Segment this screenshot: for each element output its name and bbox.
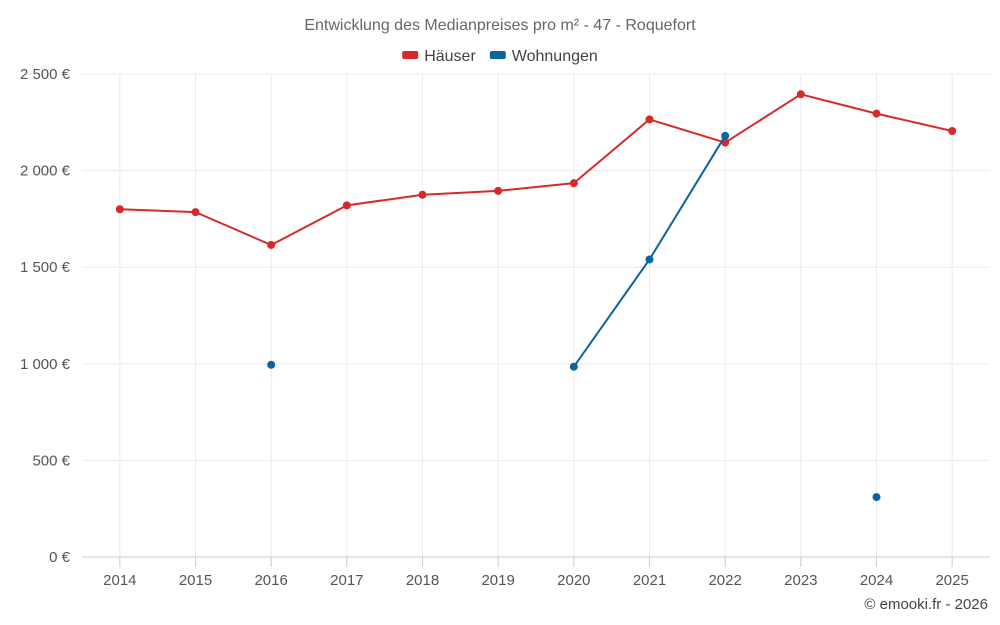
data-point xyxy=(796,90,805,99)
y-tick-label: 2 000 € xyxy=(20,163,71,180)
series-line-segment xyxy=(724,93,802,144)
x-tick-label: 2025 xyxy=(935,572,968,589)
data-point xyxy=(872,493,881,502)
data-point xyxy=(569,179,578,188)
x-tick-label: 2024 xyxy=(860,572,893,589)
y-tick-label: 0 € xyxy=(49,549,71,566)
legend-swatch xyxy=(402,51,419,59)
x-tick-label: 2022 xyxy=(708,572,741,589)
series-line-segment xyxy=(648,118,727,144)
x-tick-label: 2021 xyxy=(633,572,666,589)
series-line-segment xyxy=(345,193,424,207)
grid xyxy=(82,73,990,557)
y-tick-label: 1 500 € xyxy=(20,259,71,276)
series-line-segment xyxy=(497,182,575,192)
data-point xyxy=(267,360,276,369)
x-tick-label: 2020 xyxy=(557,572,590,589)
series-line-segment xyxy=(421,189,500,196)
data-point xyxy=(418,190,427,199)
y-tick-label: 500 € xyxy=(32,452,70,469)
data-point xyxy=(115,205,124,214)
x-tick-label: 2018 xyxy=(406,572,439,589)
legend-label: Häuser xyxy=(424,48,476,65)
legend-item-2: Wohnungen xyxy=(489,48,598,65)
chart-title: Entwicklung des Medianpreises pro m² - 4… xyxy=(304,17,696,34)
legend-item-1: Häuser xyxy=(402,48,476,65)
x-tick-label: 2015 xyxy=(179,572,212,589)
data-point xyxy=(267,240,276,249)
legend-label: Wohnungen xyxy=(512,48,598,65)
series-1 xyxy=(115,90,957,249)
data-point xyxy=(494,186,503,195)
series-line-segment xyxy=(194,211,273,246)
data-point xyxy=(569,362,578,371)
x-tick-label: 2019 xyxy=(481,572,514,589)
y-tick-label: 1 000 € xyxy=(20,356,71,373)
credit-text: © emooki.fr - 2026 xyxy=(864,596,988,613)
x-tick-label: 2014 xyxy=(103,572,136,589)
y-tick-label: 2 500 € xyxy=(20,66,71,83)
x-tick-label: 2017 xyxy=(330,572,363,589)
legend: Häuser Wohnungen xyxy=(402,48,598,65)
data-point xyxy=(645,255,654,264)
series-group xyxy=(115,90,957,502)
series-line-segment xyxy=(270,204,348,246)
data-point xyxy=(645,115,654,124)
series-2 xyxy=(267,131,881,502)
x-tick-label: 2016 xyxy=(254,572,287,589)
series-line-segment xyxy=(648,134,727,261)
data-point xyxy=(342,201,351,210)
x-axis: 2014 2015 2016 2017 2018 2019 2020 2021 2022 2023… xyxy=(82,556,990,589)
series-line-segment xyxy=(118,208,197,214)
series-line-segment xyxy=(572,118,651,185)
x-tick-label: 2023 xyxy=(784,572,817,589)
data-point xyxy=(872,109,881,118)
series-line-segment xyxy=(572,258,651,368)
data-point xyxy=(721,131,730,140)
data-point xyxy=(948,126,957,135)
data-point xyxy=(191,208,200,217)
legend-swatch xyxy=(489,51,506,59)
series-line-segment xyxy=(875,112,954,132)
series-line-segment xyxy=(799,93,878,115)
y-axis: 0 € 500 € 1 000 € 1 500 € 2 000 € 2 500 € xyxy=(20,66,71,566)
